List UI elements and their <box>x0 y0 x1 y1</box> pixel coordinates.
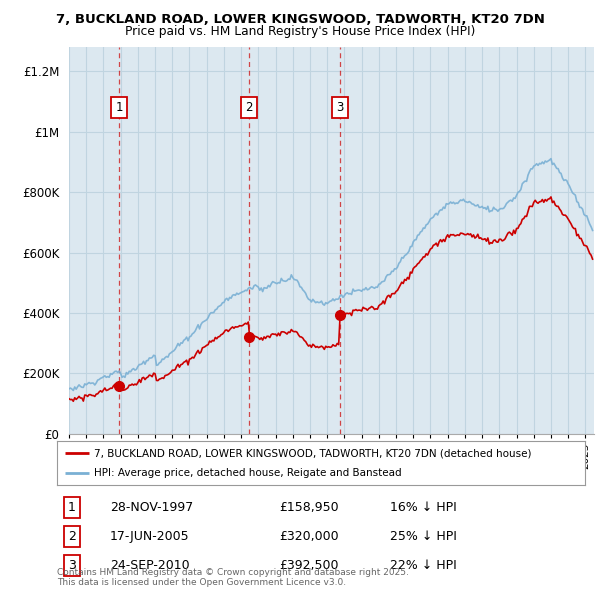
Text: 22% ↓ HPI: 22% ↓ HPI <box>389 559 457 572</box>
Text: 7, BUCKLAND ROAD, LOWER KINGSWOOD, TADWORTH, KT20 7DN: 7, BUCKLAND ROAD, LOWER KINGSWOOD, TADWO… <box>56 13 544 26</box>
Text: 24-SEP-2010: 24-SEP-2010 <box>110 559 190 572</box>
Text: 3: 3 <box>336 101 343 114</box>
Text: 1: 1 <box>68 501 76 514</box>
Text: Price paid vs. HM Land Registry's House Price Index (HPI): Price paid vs. HM Land Registry's House … <box>125 25 475 38</box>
Text: 7, BUCKLAND ROAD, LOWER KINGSWOOD, TADWORTH, KT20 7DN (detached house): 7, BUCKLAND ROAD, LOWER KINGSWOOD, TADWO… <box>94 448 532 458</box>
Text: £320,000: £320,000 <box>279 530 338 543</box>
Text: 3: 3 <box>68 559 76 572</box>
Text: 2: 2 <box>68 530 76 543</box>
Text: £392,500: £392,500 <box>279 559 338 572</box>
Text: 25% ↓ HPI: 25% ↓ HPI <box>389 530 457 543</box>
Text: 28-NOV-1997: 28-NOV-1997 <box>110 501 193 514</box>
Text: 2: 2 <box>245 101 253 114</box>
Text: HPI: Average price, detached house, Reigate and Banstead: HPI: Average price, detached house, Reig… <box>94 468 401 477</box>
Text: £158,950: £158,950 <box>279 501 338 514</box>
Text: 1: 1 <box>115 101 123 114</box>
Text: Contains HM Land Registry data © Crown copyright and database right 2025.
This d: Contains HM Land Registry data © Crown c… <box>57 568 409 587</box>
Text: 17-JUN-2005: 17-JUN-2005 <box>110 530 190 543</box>
Text: 16% ↓ HPI: 16% ↓ HPI <box>389 501 457 514</box>
